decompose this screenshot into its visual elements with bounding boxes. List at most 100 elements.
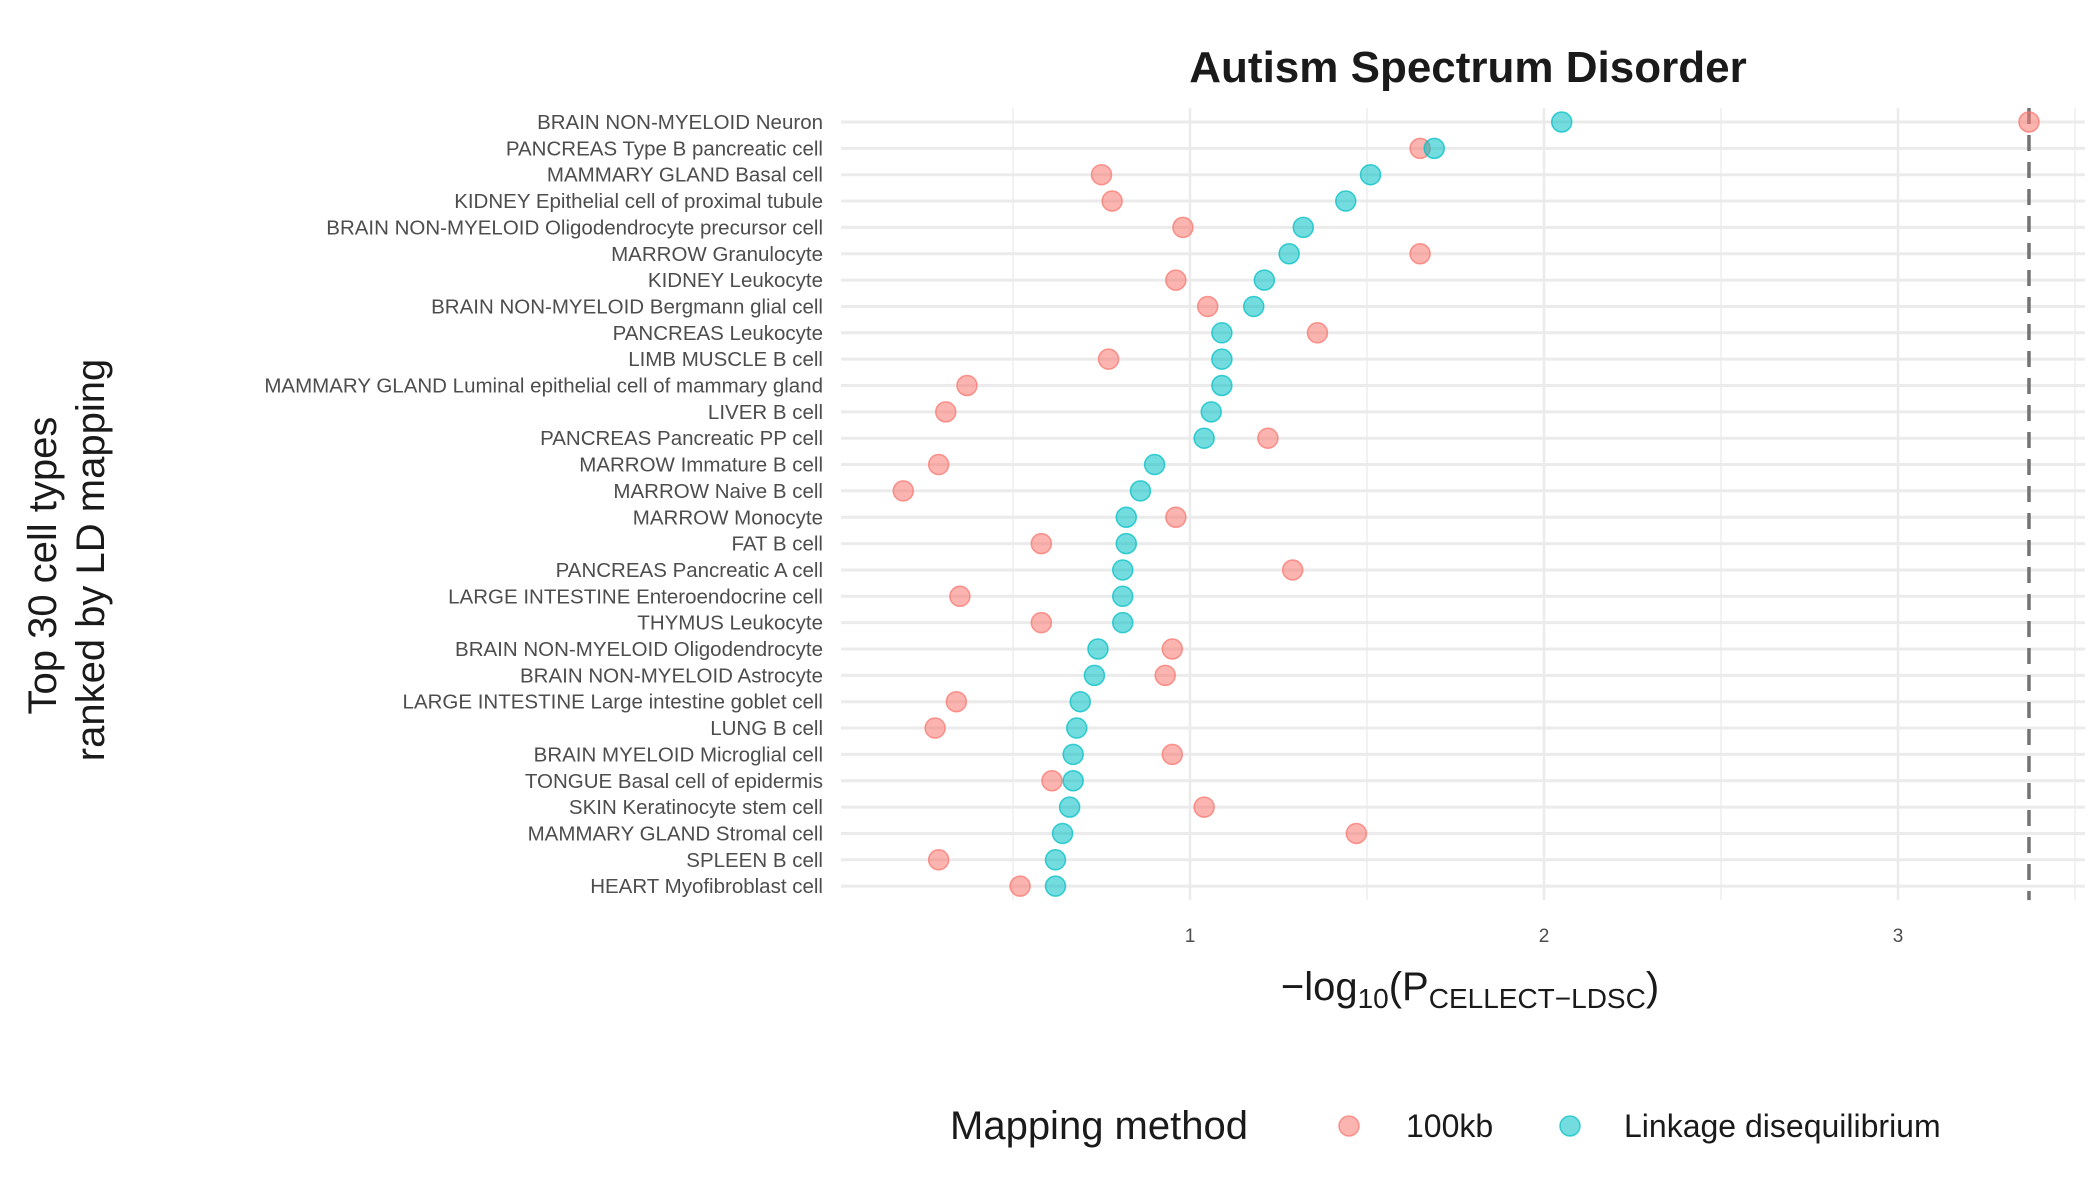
y-tick-label: MARROW Naive B cell	[613, 480, 823, 503]
data-point	[1009, 875, 1031, 897]
data-point	[1172, 216, 1194, 239]
y-tick-label: MARROW Monocyte	[633, 506, 823, 529]
data-point	[1292, 216, 1315, 239]
y-tick-label: LARGE INTESTINE Large intestine goblet c…	[403, 691, 823, 714]
data-points	[892, 111, 2040, 897]
data-point	[892, 480, 915, 502]
data-point	[1154, 664, 1176, 687]
data-point	[1359, 163, 1382, 186]
y-tick-label: BRAIN NON-MYELOID Oligodendrocyte precur…	[326, 216, 823, 239]
data-point	[1030, 611, 1053, 634]
y-axis-label: Top 30 cell types ranked by LD mapping	[21, 359, 113, 761]
data-point	[1058, 796, 1081, 818]
data-point	[1087, 638, 1109, 660]
x-tick-label: 3	[1893, 926, 1904, 947]
y-tick-label: MAMMARY GLAND Luminal epithelial cell of…	[264, 375, 823, 398]
x-tick-label: 1	[1185, 926, 1196, 947]
data-point	[1111, 611, 1134, 634]
y-tick-label: BRAIN NON-MYELOID Astrocyte	[520, 664, 823, 687]
series-linkage-disequilibrium	[1044, 111, 1573, 897]
y-tick-label: LUNG B cell	[710, 717, 823, 740]
y-tick-label: TONGUE Basal cell of epidermis	[525, 770, 823, 793]
data-point	[1090, 163, 1113, 186]
y-tick-label: SPLEEN B cell	[686, 849, 823, 872]
data-point	[1165, 506, 1187, 528]
y-tick-label: PANCREAS Type B pancreatic cell	[506, 137, 823, 160]
data-point	[1211, 374, 1233, 397]
data-point	[1253, 269, 1276, 291]
data-point	[945, 690, 968, 713]
legend: Mapping method 100kb Linkage disequilibr…	[950, 1104, 1941, 1148]
data-point	[1115, 506, 1138, 528]
legend-marker-ld	[1559, 1115, 1581, 1137]
data-point	[1030, 532, 1053, 555]
data-point	[1306, 322, 1329, 344]
x-axis-label: −log10(PCELLECT−LDSC)	[1281, 965, 1659, 1014]
data-point	[1196, 295, 1219, 318]
data-point	[1129, 480, 1152, 502]
data-point	[1345, 822, 1368, 845]
data-point	[1062, 743, 1084, 766]
y-tick-label: FAT B cell	[731, 533, 823, 556]
data-point	[1165, 269, 1187, 291]
data-point	[949, 585, 971, 608]
data-point	[924, 717, 946, 739]
data-point	[1051, 822, 1074, 845]
data-point	[1211, 348, 1233, 370]
legend-title: Mapping method	[950, 1104, 1248, 1148]
data-point	[1161, 638, 1184, 660]
data-point	[1211, 322, 1233, 344]
data-point	[1409, 243, 1431, 265]
data-point	[956, 374, 978, 397]
y-tick-label: KIDNEY Leukocyte	[648, 269, 823, 292]
chart-title: Autism Spectrum Disorder	[1189, 43, 1746, 92]
data-point	[927, 849, 950, 871]
data-point	[1101, 190, 1123, 212]
y-tick-label: THYMUS Leukocyte	[637, 612, 823, 635]
data-point	[1143, 453, 1166, 476]
y-tick-label: PANCREAS Pancreatic A cell	[556, 559, 823, 582]
x-tick-labels: 1 2 3	[1185, 926, 1904, 947]
y-tick-label: LIVER B cell	[708, 401, 823, 424]
legend-label-100kb: 100kb	[1406, 1108, 1493, 1144]
data-point	[1097, 348, 1120, 370]
y-tick-label: HEART Myofibroblast cell	[590, 875, 823, 898]
data-point	[934, 401, 957, 423]
data-point	[1111, 585, 1134, 608]
y-tick-label: BRAIN NON-MYELOID Oligodendrocyte	[455, 638, 823, 661]
legend-marker-100kb	[1338, 1115, 1360, 1137]
x-tick-label: 2	[1539, 926, 1550, 947]
y-tick-label: SKIN Keratinocyte stem cell	[569, 796, 823, 819]
data-point	[1423, 137, 1446, 160]
y-tick-label: KIDNEY Epithelial cell of proximal tubul…	[454, 190, 823, 213]
y-tick-label: LARGE INTESTINE Enteroendocrine cell	[448, 585, 823, 608]
data-point	[1281, 559, 1304, 581]
data-point	[1062, 770, 1084, 792]
data-point	[2018, 111, 2040, 133]
y-tick-label: MARROW Granulocyte	[611, 243, 823, 266]
legend-label-ld: Linkage disequilibrium	[1624, 1108, 1941, 1144]
y-tick-labels: BRAIN NON-MYELOID Neuron PANCREAS Type B …	[264, 111, 823, 898]
data-point	[1111, 559, 1134, 581]
data-point	[1161, 743, 1184, 766]
data-point	[1242, 295, 1265, 318]
data-point	[1069, 690, 1092, 713]
data-point	[1278, 243, 1300, 265]
y-tick-label: PANCREAS Pancreatic PP cell	[540, 427, 823, 450]
data-point	[1193, 427, 1215, 449]
data-point	[1044, 875, 1067, 897]
data-point	[1044, 849, 1067, 871]
y-tick-label: LIMB MUSCLE B cell	[628, 348, 823, 371]
y-tick-label: MARROW Immature B cell	[579, 454, 823, 477]
data-point	[1083, 664, 1106, 687]
y-tick-label: PANCREAS Leukocyte	[613, 322, 823, 345]
data-point	[1550, 111, 1573, 133]
y-tick-label: MAMMARY GLAND Basal cell	[547, 164, 823, 187]
grid	[841, 108, 2085, 901]
data-point	[927, 453, 950, 476]
y-tick-label: BRAIN NON-MYELOID Neuron	[537, 111, 823, 134]
data-point	[1065, 717, 1088, 739]
y-tick-label: BRAIN NON-MYELOID Bergmann glial cell	[431, 295, 823, 318]
data-point	[1257, 427, 1279, 449]
